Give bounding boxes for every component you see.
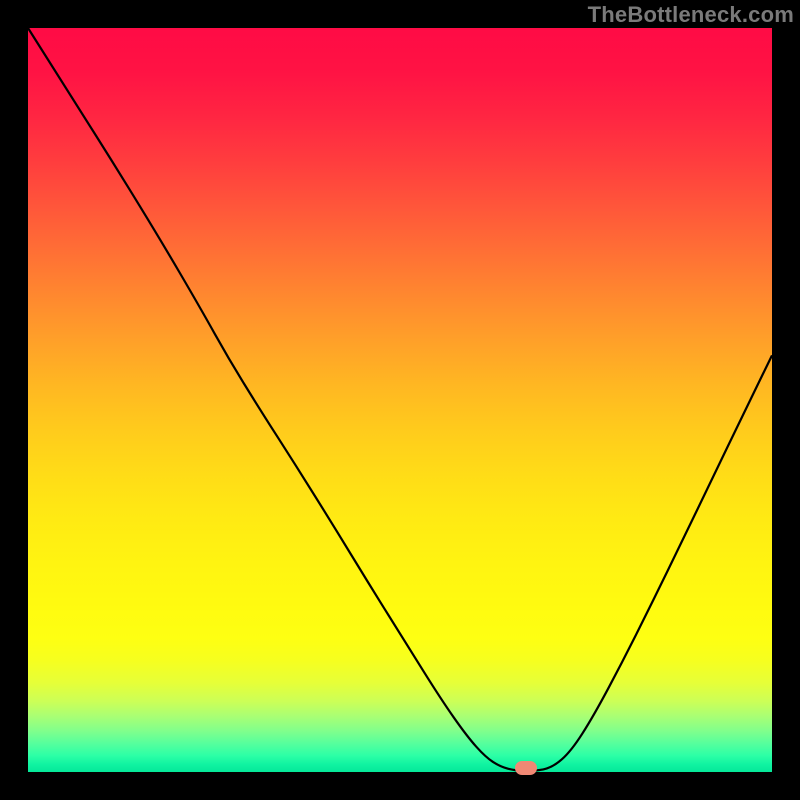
bottleneck-chart bbox=[0, 0, 800, 800]
gradient-background bbox=[28, 28, 772, 772]
watermark-text: TheBottleneck.com bbox=[588, 2, 794, 28]
optimal-point-marker bbox=[515, 761, 537, 775]
